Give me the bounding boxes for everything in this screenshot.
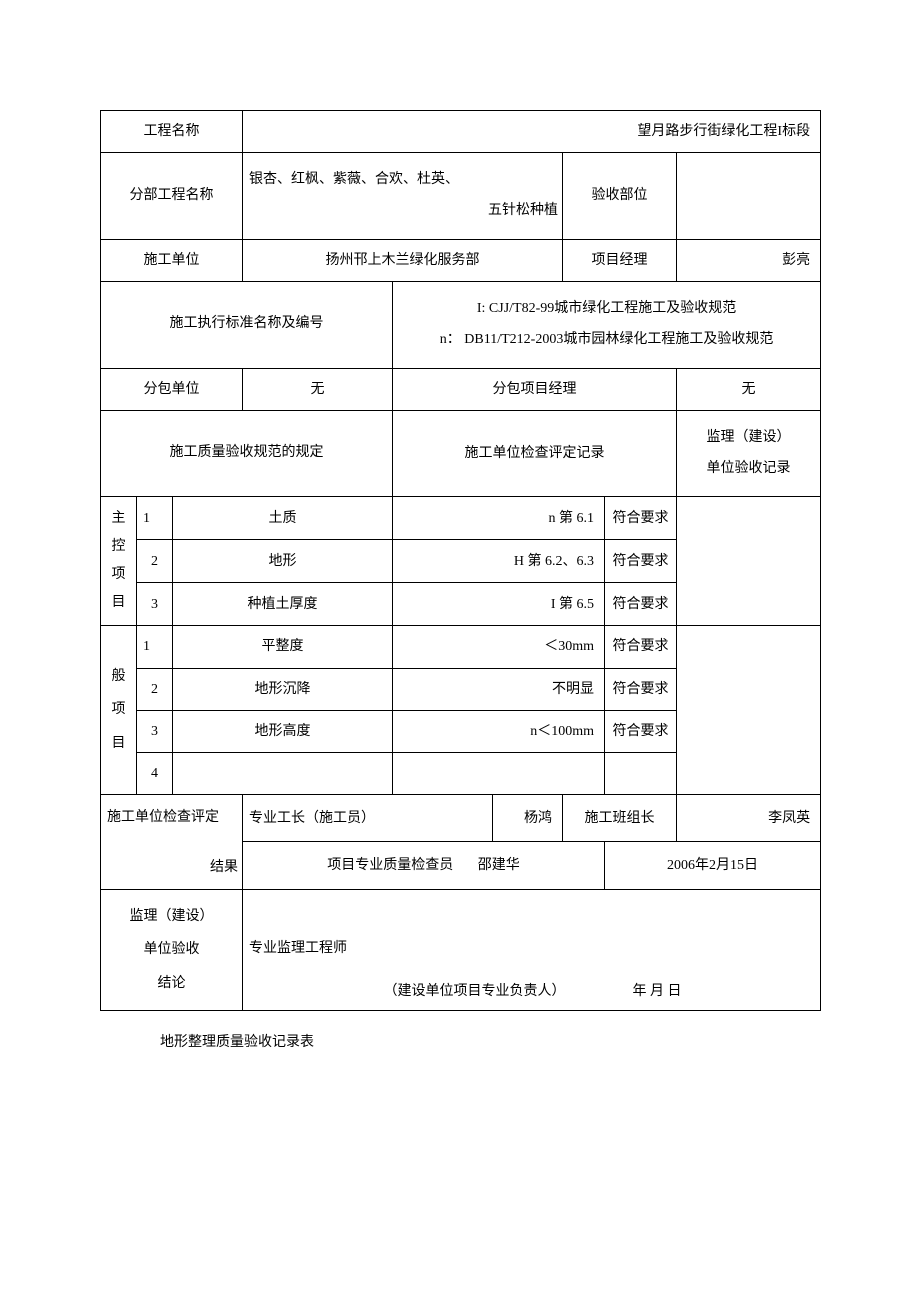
main-2-item: 地形 [173,540,393,583]
gen-1-std: ＜30mm [393,626,605,668]
gen-2-std: 不明显 [393,668,605,710]
subcontractor-value: 无 [243,368,393,410]
main-2-num: 2 [137,540,173,583]
gen-row-1: 般项目 1 平整度 ＜30mm 符合要求 [101,626,821,668]
gen-3-result: 符合要求 [605,710,677,752]
row-contractor: 施工单位 扬州邗上木兰绿化服务部 项目经理 彭亮 [101,239,821,281]
gen-3-item: 地形高度 [173,710,393,752]
project-name-label: 工程名称 [101,111,243,153]
supervision-label: 监理（建设）单位验收结论 [101,889,243,1011]
subcontractor-label: 分包单位 [101,368,243,410]
standards-value: I: CJJ/T82-99城市绿化工程施工及验收规范n： DB11/T212-2… [393,281,821,368]
hdr-record: 施工单位检查评定记录 [393,410,677,497]
acceptance-record-table: 工程名称 望月路步行街绿化工程I标段 分部工程名称 银杏、红枫、紫薇、合欢、杜英… [100,110,821,1011]
main-3-std: I 第 6.5 [393,583,605,626]
gen-4-result [605,752,677,794]
hdr-spec: 施工质量验收规范的规定 [101,410,393,497]
gen-1-num: 1 [137,626,173,668]
gen-2-result: 符合要求 [605,668,677,710]
pm-label: 项目经理 [563,239,677,281]
check-label: 施工单位检查评定 结果 [101,795,243,890]
main-3-result: 符合要求 [605,583,677,626]
pm-value: 彭亮 [677,239,821,281]
gen-items-label: 般项目 [101,626,137,795]
accept-part-label: 验收部位 [563,153,677,240]
teamleader-label: 施工班组长 [563,795,677,842]
gen-2-num: 2 [137,668,173,710]
gen-1-item: 平整度 [173,626,393,668]
main-1-item: 土质 [173,497,393,540]
gen-4-std [393,752,605,794]
gen-3-std: n＜100mm [393,710,605,752]
gen-2-item: 地形沉降 [173,668,393,710]
sub-pm-label: 分包项目经理 [393,368,677,410]
main-items-label: 主控项目 [101,497,137,626]
row-header: 施工质量验收规范的规定 施工单位检查评定记录 监理（建设）单位验收记录 [101,410,821,497]
main-row-1: 主控项目 1 土质 n 第 6.1 符合要求 [101,497,821,540]
row-subcontractor: 分包单位 无 分包项目经理 无 [101,368,821,410]
gen-4-item [173,752,393,794]
qc-cell: 项目专业质量检查员 邵建华 [243,842,605,889]
check-date: 2006年2月15日 [605,842,821,889]
teamleader-name: 李凤英 [677,795,821,842]
gen-supervision-cell [677,626,821,795]
sub-pm-value: 无 [677,368,821,410]
main-1-num: 1 [137,497,173,540]
row-check-1: 施工单位检查评定 结果 专业工长（施工员） 杨鸿 施工班组长 李凤英 [101,795,821,842]
main-1-std: n 第 6.1 [393,497,605,540]
main-1-result: 符合要求 [605,497,677,540]
main-3-num: 3 [137,583,173,626]
contractor-label: 施工单位 [101,239,243,281]
contractor-value: 扬州邗上木兰绿化服务部 [243,239,563,281]
row-standards: 施工执行标准名称及编号 I: CJJ/T82-99城市绿化工程施工及验收规范n：… [101,281,821,368]
supervision-body: 专业监理工程师 （建设单位项目专业负责人） 年 月 日 [243,889,821,1011]
main-2-std: H 第 6.2、6.3 [393,540,605,583]
accept-part-value [677,153,821,240]
main-2-result: 符合要求 [605,540,677,583]
project-name-value: 望月路步行街绿化工程I标段 [243,111,821,153]
gen-4-num: 4 [137,752,173,794]
subproject-label: 分部工程名称 [101,153,243,240]
main-supervision-cell [677,497,821,626]
subproject-value: 银杏、红枫、紫薇、合欢、杜英、五针松种植 [243,153,563,240]
gen-1-result: 符合要求 [605,626,677,668]
foreman-name: 杨鸿 [493,795,563,842]
row-subproject: 分部工程名称 银杏、红枫、紫薇、合欢、杜英、五针松种植 验收部位 [101,153,821,240]
main-3-item: 种植土厚度 [173,583,393,626]
row-supervision: 监理（建设）单位验收结论 专业监理工程师 （建设单位项目专业负责人） 年 月 日 [101,889,821,1011]
row-project-name: 工程名称 望月路步行街绿化工程I标段 [101,111,821,153]
gen-3-num: 3 [137,710,173,752]
hdr-supervision: 监理（建设）单位验收记录 [677,410,821,497]
standards-label: 施工执行标准名称及编号 [101,281,393,368]
table-caption: 地形整理质量验收记录表 [100,1011,820,1051]
foreman-label: 专业工长（施工员） [243,795,493,842]
